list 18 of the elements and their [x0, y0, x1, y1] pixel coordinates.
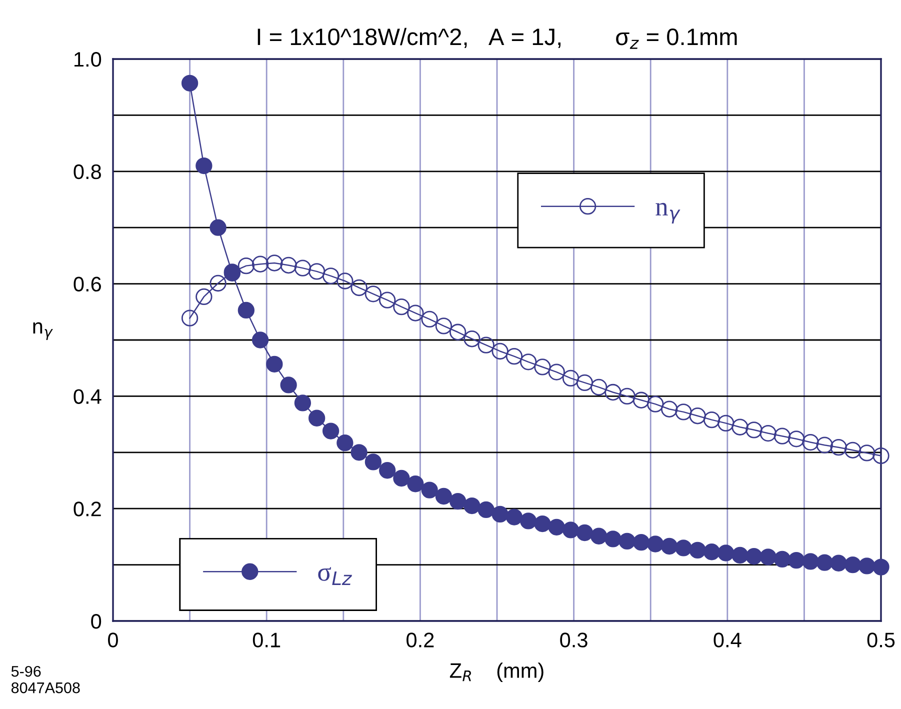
x-tick-label: 0.5	[867, 632, 895, 648]
y-tick-label: 0	[91, 614, 102, 629]
y-tick-label: 0.2	[74, 502, 101, 516]
x-tick-label: 0.2	[406, 632, 434, 648]
y-tick-label: 0.6	[74, 276, 101, 292]
x-tick-label: 0.1	[252, 632, 280, 648]
text: Z$_{R}$ (mm)	[450, 662, 544, 682]
legend-label: n$_{γ}$	[656, 202, 680, 224]
x-tick-label: 0.3	[560, 632, 588, 648]
y-tick-label: 0.8	[74, 164, 101, 180]
y-tick-label: 0.4	[74, 389, 102, 404]
y-axis-title: n$_{γ}$	[33, 322, 53, 340]
legend-label: σ$_{Lz}$	[318, 567, 352, 585]
x-tick-label: 0.4	[714, 632, 742, 648]
y-tick-label: 1.0	[74, 52, 102, 67]
x-tick-label: 0	[108, 632, 118, 648]
chart-title: I = 1x10^18W/cm^2, A = 1J, σ$_{z}$ = 0.1mm	[258, 28, 737, 49]
text: 5-96 8047A508	[11, 666, 80, 694]
